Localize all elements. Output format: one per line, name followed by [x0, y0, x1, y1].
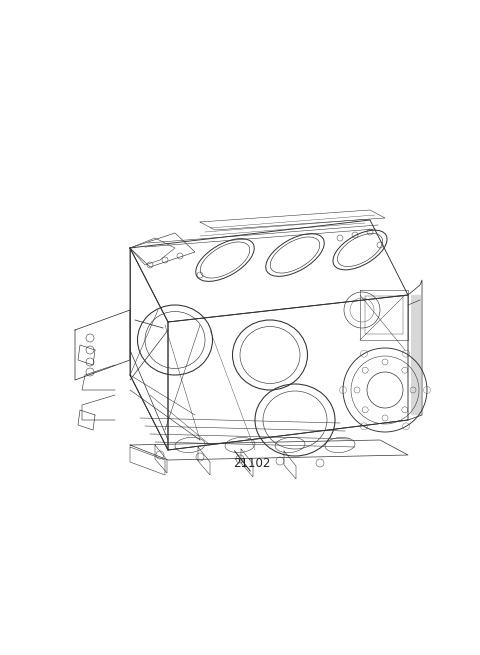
Text: 21102: 21102 [233, 457, 271, 470]
